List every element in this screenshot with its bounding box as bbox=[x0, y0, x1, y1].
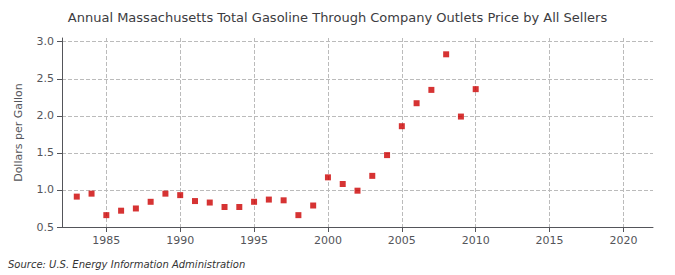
svg-text:Annual Massachusetts Total Gas: Annual Massachusetts Total Gasoline Thro… bbox=[68, 10, 608, 25]
svg-text:2.0: 2.0 bbox=[37, 109, 55, 122]
svg-text:3.0: 3.0 bbox=[37, 35, 55, 48]
svg-text:2010: 2010 bbox=[462, 234, 490, 247]
svg-text:2005: 2005 bbox=[388, 234, 416, 247]
svg-text:1985: 1985 bbox=[92, 234, 120, 247]
svg-text:1995: 1995 bbox=[240, 234, 268, 247]
svg-text:0.5: 0.5 bbox=[37, 221, 55, 234]
svg-text:Dollars per Gallon: Dollars per Gallon bbox=[12, 83, 25, 182]
svg-text:1990: 1990 bbox=[166, 234, 194, 247]
svg-text:2000: 2000 bbox=[314, 234, 342, 247]
svg-text:2020: 2020 bbox=[609, 234, 637, 247]
svg-text:Source: U.S. Energy Informatio: Source: U.S. Energy Information Administ… bbox=[8, 259, 245, 270]
svg-text:1.5: 1.5 bbox=[37, 146, 55, 159]
svg-text:1.0: 1.0 bbox=[37, 183, 55, 196]
svg-text:2.5: 2.5 bbox=[37, 72, 55, 85]
svg-text:2015: 2015 bbox=[536, 234, 564, 247]
